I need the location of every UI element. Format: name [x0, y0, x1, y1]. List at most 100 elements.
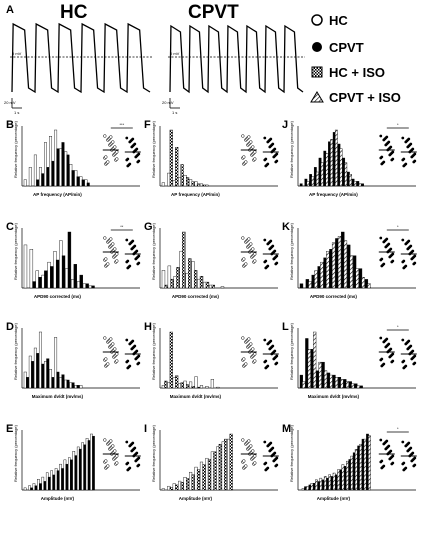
bar-cpvt-iso [356, 385, 360, 389]
bar-hc-iso [175, 147, 179, 187]
scatter-point [253, 454, 257, 458]
scatter-point [382, 464, 386, 468]
scatter-point [266, 162, 270, 166]
scatter-point [128, 466, 132, 470]
panel-e: E Relative frequency (percentage) Amplitud… [6, 423, 141, 501]
scatter-point [391, 150, 395, 154]
bar-cpvt-iso [302, 381, 306, 389]
bar-hc [28, 167, 32, 187]
significance-label: * [397, 426, 399, 431]
bar-cpvt-iso [315, 479, 318, 491]
x-axis-label: APD90 corrected (ms) [172, 294, 220, 299]
significance-label: ** [120, 224, 124, 229]
y-axis-label: Relative frequency (percentage) [289, 424, 294, 482]
scatter-point [125, 136, 129, 140]
panel-label-l: L [282, 321, 289, 333]
scatter-point [380, 155, 384, 159]
bar-cpvt [359, 385, 363, 389]
scatter-point [249, 140, 253, 144]
bar-cpvt-iso [363, 438, 367, 491]
scatter-point [253, 359, 257, 363]
scatter-point [407, 339, 411, 343]
significance-label: *** [119, 122, 124, 127]
bar-cpvt-iso [334, 377, 339, 389]
bar-hc [216, 386, 220, 389]
scatter-point [133, 142, 137, 146]
scatter-point [266, 466, 270, 470]
panel-label-i: I [144, 423, 147, 435]
bar-cpvt [36, 179, 40, 187]
scatter-point [382, 160, 386, 164]
scatter-point [413, 152, 417, 156]
scatter-point [409, 244, 413, 248]
panel-label-m: M [282, 423, 291, 435]
x-axis-label: Amplitude (mV) [179, 496, 213, 501]
bar-hc-iso [199, 276, 204, 289]
bar-hc [189, 381, 193, 389]
bar-hc-iso [191, 181, 195, 187]
scatter-point [269, 339, 273, 343]
scatter-point [103, 336, 107, 340]
scatter-point [387, 444, 391, 448]
bar-hc [29, 249, 34, 289]
scatter-point [247, 135, 251, 139]
scatter-point [253, 252, 257, 256]
bar-hc-iso [175, 484, 179, 491]
scatter-point [113, 449, 117, 453]
scatter-point [104, 257, 108, 261]
scatter-point [135, 451, 139, 455]
bar-cpvt [44, 270, 48, 289]
bar-cpvt-iso [351, 383, 355, 389]
scatter-point [387, 140, 391, 144]
bar-cpvt [26, 377, 30, 389]
scatter-point [391, 352, 395, 356]
bar-cpvt-iso [341, 464, 345, 491]
scatter-point [111, 444, 115, 448]
bar-cpvt-iso [343, 240, 348, 289]
scatter-point [411, 147, 415, 151]
bar-cpvt [36, 353, 40, 389]
y-axis-label: Relative frequency (percentage) [151, 322, 156, 380]
scatter-point [137, 361, 141, 365]
bar-cpvt [76, 385, 80, 389]
scatter-point [382, 262, 386, 266]
panel-i: I Relative frequency (percentage) Amplitud… [144, 423, 279, 501]
scatter-point [241, 438, 245, 442]
bar-cpvt-iso [307, 349, 311, 389]
scatter-point [273, 147, 277, 151]
scatter-point [242, 257, 246, 261]
bar-cpvt [361, 183, 364, 187]
scatter-point [404, 162, 408, 166]
scatter-point [115, 461, 119, 465]
bar-cpvt-iso [330, 139, 334, 187]
bar-cpvt [61, 468, 64, 491]
scatter-point [404, 466, 408, 470]
bar-cpvt-iso [339, 148, 343, 187]
bar-cpvt-iso [367, 283, 371, 289]
scatter-point [385, 337, 389, 341]
scatter-point [131, 339, 135, 343]
bar-cpvt [79, 274, 83, 289]
bar-hc [23, 244, 28, 289]
bar-cpvt [70, 459, 73, 491]
bar-cpvt-iso [325, 153, 329, 187]
scatter-point [251, 347, 255, 351]
bar-cpvt [67, 231, 72, 289]
scatter-point [126, 259, 130, 263]
scatter-point [391, 454, 395, 458]
scatter-point [275, 463, 279, 467]
bar-cpvt-iso [349, 174, 352, 187]
scatter-point [253, 150, 257, 154]
panel-j: J Relative frequency (percentage) * AP freq… [282, 119, 417, 197]
bar-cpvt [52, 474, 55, 491]
scatter-point [275, 261, 279, 265]
scatter-point [241, 236, 245, 240]
bar-cpvt-iso [306, 486, 309, 491]
bar-hc [161, 488, 165, 491]
panel-label-h: H [144, 321, 152, 333]
scatter-point [131, 137, 135, 141]
scatter-point [391, 157, 395, 161]
scatter-point [385, 135, 389, 139]
